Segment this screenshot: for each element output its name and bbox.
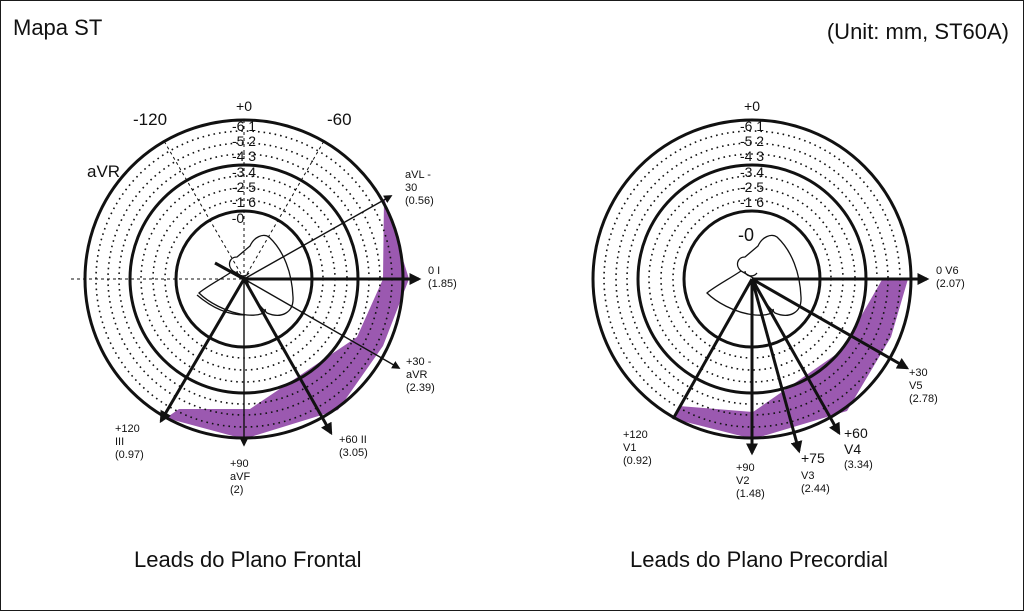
unit-note: (Unit: mm, ST60A) <box>826 19 1009 44</box>
vector-V1 <box>671 278 754 420</box>
lead-label-V2: +90 V2 (1.48) <box>736 462 765 500</box>
vector-III <box>159 278 246 424</box>
precordial-st-area <box>674 278 909 439</box>
scale-label: -0 <box>232 210 245 226</box>
frontal-st-area <box>166 198 409 439</box>
scale-label: -6 1 <box>232 118 256 134</box>
lead-label-III: +120 III (0.97) <box>115 423 144 461</box>
vector-V5 <box>751 277 910 370</box>
scale-label: -3 4 <box>740 164 764 180</box>
frontal-reference-axes <box>71 119 325 280</box>
scale-label: -4 3 <box>232 148 256 164</box>
lead-label-V3: +75 V3 (2.44) <box>801 450 830 495</box>
lead-label-V4: +60 V4 (3.34) <box>844 425 873 471</box>
angle-label-minus60: -60 <box>327 110 352 129</box>
scale-label: -1 6 <box>232 194 256 210</box>
page-title: Mapa ST <box>13 15 103 40</box>
vector-V4 <box>750 278 841 436</box>
lead-label-II: +60 II (3.05) <box>339 434 370 459</box>
vector-aVR-inv <box>243 278 401 369</box>
vector-V3 <box>750 278 803 454</box>
scale-label: -2 5 <box>232 179 256 195</box>
frontal-caption: Leads do Plano Frontal <box>134 547 362 572</box>
lead-label-V6: 0 V6 (2.07) <box>936 265 965 290</box>
lead-label-aVL: aVL - 30 (0.56) <box>405 169 434 207</box>
angle-label-minus120: -120 <box>133 110 167 129</box>
side-label-aVR: aVR <box>87 162 120 181</box>
precordial-scale-labels: +0 -6 1 -5 2 -4 3 -3 4 -2 5 -1 6 -0 <box>738 98 764 245</box>
precordial-caption: Leads do Plano Precordial <box>630 547 889 572</box>
frontal-scale-labels: +0 -6 1 -5 2 -4 3 -3 4 -2 5 -1 6 -0 <box>232 98 257 226</box>
lead-label-aVR: +30 - aVR (2.39) <box>406 356 435 394</box>
precordial-lead-labels: 0 V6 (2.07) +30 V5 (2.78) +60 V4 (3.34) … <box>623 265 965 500</box>
frontal-lead-vectors <box>159 195 422 447</box>
vector-aVL <box>243 195 393 280</box>
lead-label-aVF: +90 aVF (2) <box>230 458 253 496</box>
vector-aVR <box>214 261 245 281</box>
scale-label: +0 <box>744 98 760 114</box>
scale-label: -5 2 <box>232 133 256 149</box>
lead-label-V5: +30 V5 (2.78) <box>909 367 938 405</box>
vector-II <box>242 278 333 436</box>
frontal-lead-labels: aVL - 30 (0.56) 0 I (1.85) +30 - aVR (2.… <box>115 169 457 496</box>
scale-label: -4 3 <box>740 148 764 164</box>
precordial-heart-outline <box>706 234 802 316</box>
scale-label: -6 1 <box>740 118 764 134</box>
scale-label: -0 <box>738 225 754 245</box>
scale-label: +0 <box>236 98 252 114</box>
precordial-plane-diagram: +0 -6 1 -5 2 -4 3 -3 4 -2 5 -1 6 -0 0 V6… <box>591 98 965 500</box>
scale-label: -1 6 <box>740 194 764 210</box>
scale-label: -3 4 <box>232 164 256 180</box>
lead-label-I: 0 I (1.85) <box>428 265 457 290</box>
precordial-lead-vectors <box>671 273 930 456</box>
frontal-plane-diagram: +0 -6 1 -5 2 -4 3 -3 4 -2 5 -1 6 -0 -120… <box>71 98 457 496</box>
lead-label-V1: +120 V1 (0.92) <box>623 429 652 467</box>
frontal-heart-outline <box>196 234 294 316</box>
scale-label: -2 5 <box>740 179 764 195</box>
scale-label: -5 2 <box>740 133 764 149</box>
